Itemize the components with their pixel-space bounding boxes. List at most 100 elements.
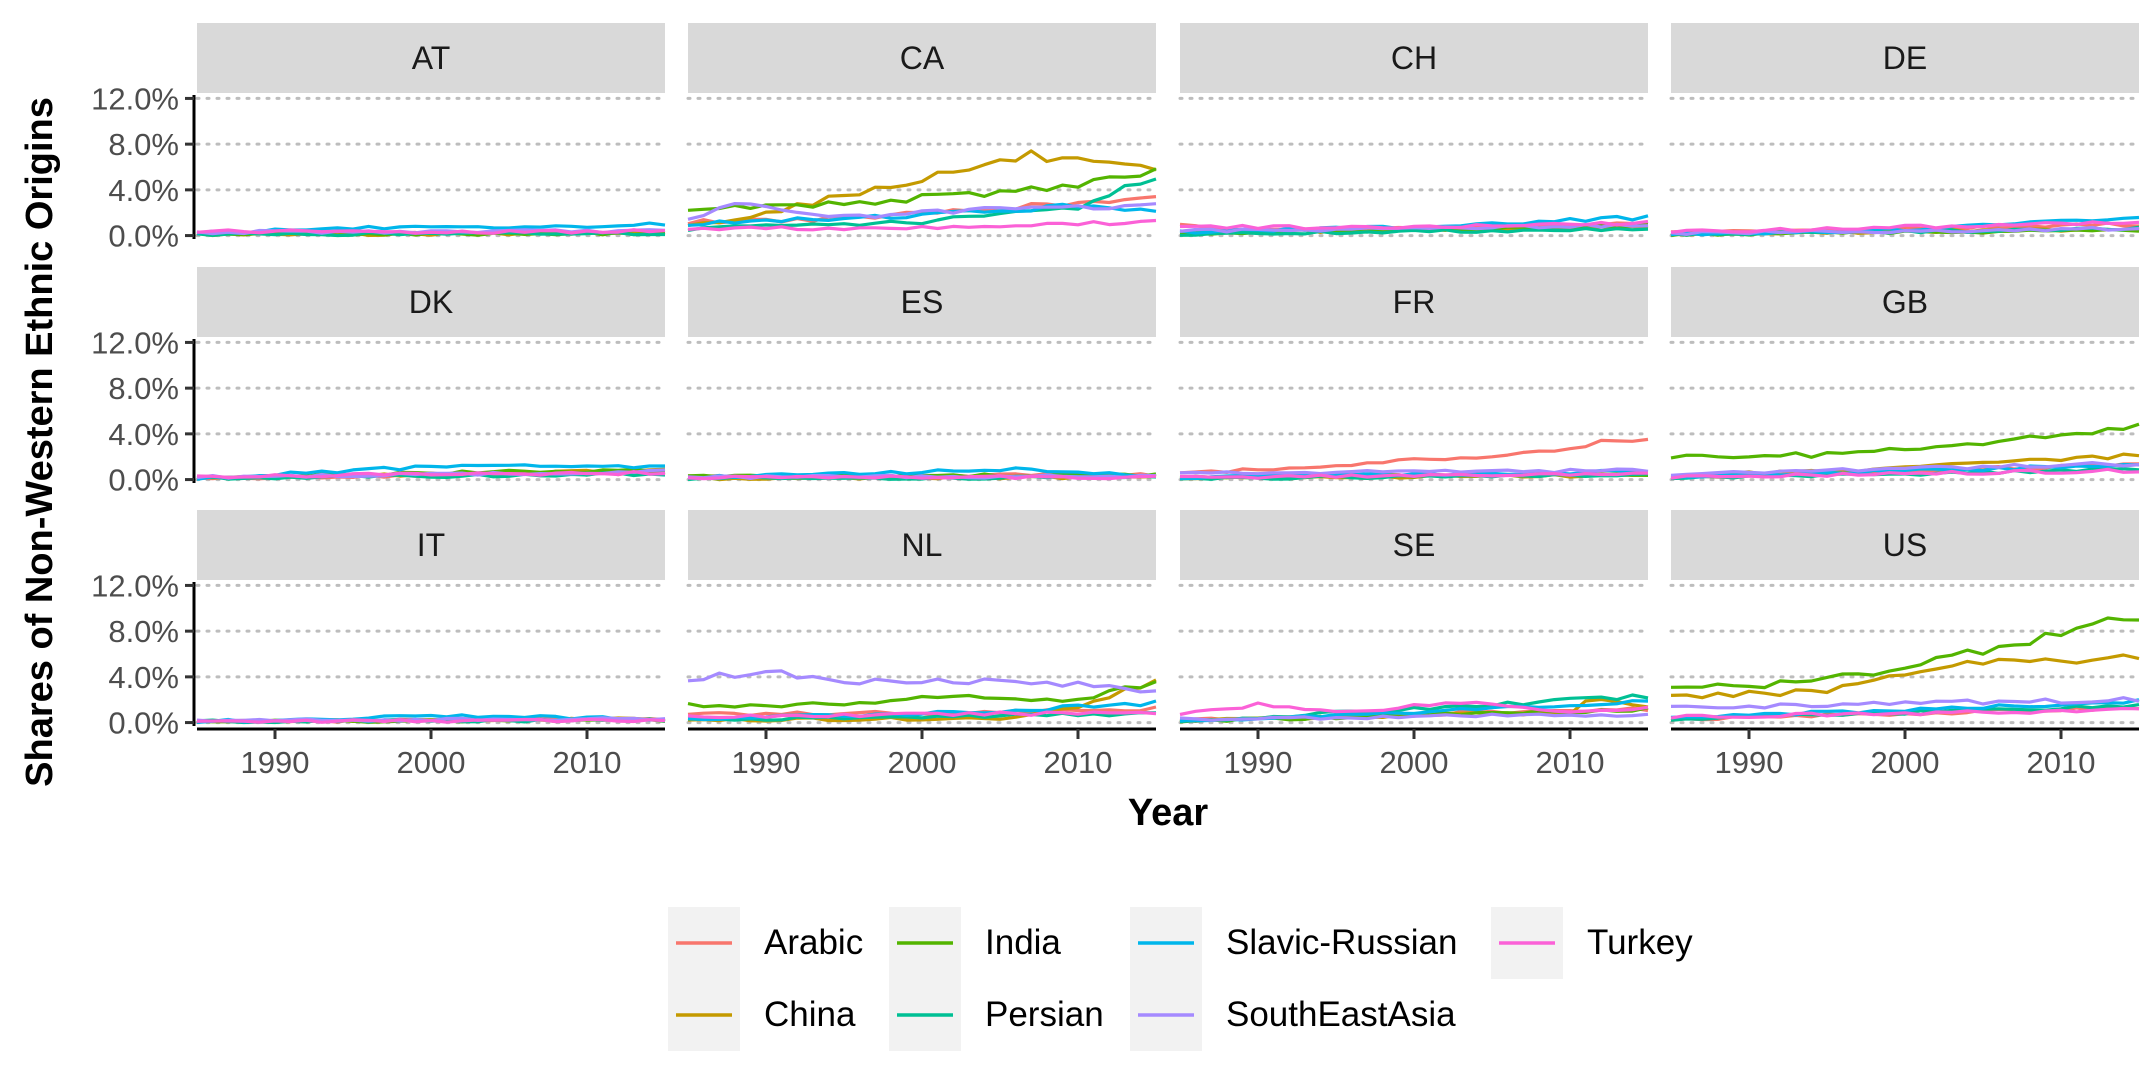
series-line-turkey [196, 470, 666, 479]
facet-strip [1180, 23, 1648, 93]
series-line-turkey [687, 710, 1157, 720]
legend-item-india: India [889, 907, 1061, 979]
y-axis-title: Shares of Non-Western Ethnic Origins [19, 97, 61, 787]
facet-panel-fr: FR [1178, 267, 1650, 482]
x-tick-label: 2010 [2027, 745, 2096, 780]
series-line-southeastasia [1670, 225, 2140, 236]
x-tick-label: 1990 [241, 745, 310, 780]
facet-strip [1671, 510, 2139, 580]
series-line-slavic-russian [1670, 463, 2140, 479]
facet-panel-dk: DK 0.0% 4.0% 8.0% 12.0% [91, 267, 667, 498]
facet-panel-us: US 1990 2000 2010 [1669, 510, 2141, 780]
y-tick-label: 12.0% [91, 568, 179, 603]
facet-strip-label: US [1883, 527, 1927, 563]
series-line-turkey [687, 474, 1157, 481]
facet-strip-label: FR [1393, 284, 1436, 320]
series-line-china [687, 149, 1157, 228]
series-line-turkey [196, 228, 666, 235]
legend-item-turkey: Turkey [1491, 907, 1693, 979]
legend-label: Slavic-Russian [1226, 923, 1457, 962]
facet-panel-nl: NL 1990 2000 2010 [686, 510, 1158, 780]
facet-strip-label: NL [902, 527, 943, 563]
series-line-india [1670, 616, 2140, 690]
facet-strip [688, 267, 1156, 337]
facet-strip-label: AT [412, 40, 451, 76]
legend-item-china: China [668, 979, 856, 1051]
series-line-persian [1179, 226, 1649, 237]
legend-label: China [764, 995, 856, 1034]
series-line-turkey [687, 218, 1157, 232]
facet-strip-label: DK [409, 284, 453, 320]
facet-panel-gb: GB [1669, 267, 2141, 482]
x-tick-label: 2000 [397, 745, 466, 780]
facet-panel-ca: CA [686, 23, 1158, 238]
x-tick-label: 2000 [1380, 745, 1449, 780]
legend-item-arabic: Arabic [668, 907, 863, 979]
series-line-slavic-russian [196, 221, 666, 235]
legend: Arabic China India Persian Slavic-Russian Sou… [668, 907, 1693, 1051]
series-line-southeastasia [1670, 696, 2140, 710]
y-tick-label: 0.0% [108, 706, 179, 741]
series-line-southeastasia [687, 669, 1157, 694]
facet-strip [1671, 267, 2139, 337]
x-tick-label: 2010 [1044, 745, 1113, 780]
series-line-turkey [1670, 706, 2140, 720]
x-tick-label: 1990 [732, 745, 801, 780]
facet-panel-es: ES [686, 267, 1158, 482]
facet-strip [197, 267, 665, 337]
facet-strip-label: IT [417, 527, 445, 563]
y-tick-label: 4.0% [108, 173, 179, 208]
x-tick-label: 2010 [553, 745, 622, 780]
x-tick-label: 2000 [888, 745, 957, 780]
y-tick-label: 0.0% [108, 463, 179, 498]
facet-strip-label: CH [1391, 40, 1437, 76]
facet-strip-label: CA [900, 40, 945, 76]
legend-item-persian: Persian [889, 979, 1104, 1051]
series-line-arabic [1179, 437, 1649, 475]
y-tick-label: 0.0% [108, 219, 179, 254]
facet-strip [688, 510, 1156, 580]
facet-strip-label: ES [901, 284, 944, 320]
facet-strip [197, 23, 665, 93]
series-line-slavic-russian [1670, 698, 2140, 719]
series-line-india [1670, 422, 2140, 460]
facet-strip [1671, 23, 2139, 93]
y-tick-label: 8.0% [108, 127, 179, 162]
series-line-southeastasia [687, 202, 1157, 221]
x-tick-label: 1990 [1224, 745, 1293, 780]
y-tick-label: 12.0% [91, 325, 179, 360]
x-tick-label: 2000 [1871, 745, 1940, 780]
series-line-turkey [1179, 700, 1649, 717]
legend-label: Arabic [764, 923, 863, 962]
legend-item-slavic-russian: Slavic-Russian [1130, 907, 1457, 979]
series-line-turkey [196, 717, 666, 724]
legend-label: SouthEastAsia [1226, 995, 1456, 1034]
legend-label: Turkey [1587, 923, 1693, 962]
facet-panel-se: SE 1990 2000 2010 [1178, 510, 1650, 780]
legend-label: Persian [985, 995, 1104, 1034]
series-line-persian [687, 177, 1157, 232]
facet-strip-label: SE [1393, 527, 1436, 563]
facet-panel-de: DE [1669, 23, 2141, 238]
y-tick-label: 4.0% [108, 660, 179, 695]
x-axis-title: Year [1128, 792, 1209, 834]
series-line-turkey [1670, 220, 2140, 234]
series-line-turkey [1179, 219, 1649, 231]
x-tick-label: 1990 [1715, 745, 1784, 780]
facet-panel-at: AT 0.0% 4.0% 8.0% 12.0% [91, 23, 667, 254]
y-tick-label: 12.0% [91, 81, 179, 116]
facet-strip [1180, 267, 1648, 337]
y-tick-label: 8.0% [108, 371, 179, 406]
series-line-turkey [1670, 467, 2140, 480]
x-tick-label: 2010 [1536, 745, 1605, 780]
legend-label: India [985, 923, 1061, 962]
series-line-turkey [1179, 471, 1649, 480]
legend-item-southeastasia: SouthEastAsia [1130, 979, 1456, 1051]
facet-strip [688, 23, 1156, 93]
series-line-india [687, 680, 1157, 709]
series-line-southeastasia [1179, 467, 1649, 476]
facet-strip [1180, 510, 1648, 580]
facet-strip-label: DE [1883, 40, 1927, 76]
series-line-southeastasia [1670, 461, 2140, 477]
